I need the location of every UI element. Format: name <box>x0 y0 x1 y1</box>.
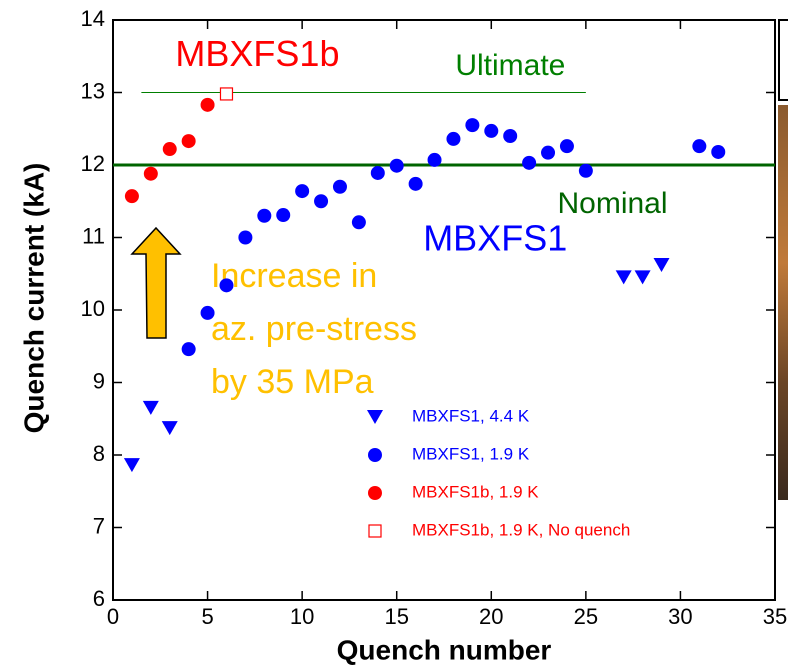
y-tick-label: 8 <box>93 441 105 466</box>
point <box>368 486 382 500</box>
legend-label: MBXFS1b, 1.9 K, No quench <box>412 520 630 539</box>
point <box>220 88 232 100</box>
point <box>503 129 517 143</box>
point <box>369 525 381 537</box>
point <box>371 166 385 180</box>
reference-label: Ultimate <box>455 49 565 82</box>
x-axis-label: Quench number <box>337 634 552 665</box>
point <box>295 184 309 198</box>
point <box>238 231 252 245</box>
point <box>446 132 460 146</box>
arrow <box>132 228 180 338</box>
chart: Quench current (kA) Quench number 0 5 10 15… <box>0 0 788 670</box>
x-tick-label: 35 <box>763 604 787 629</box>
point <box>257 209 271 223</box>
y-tick-label: 9 <box>93 368 105 393</box>
point <box>541 146 555 160</box>
point <box>367 410 383 424</box>
point <box>182 134 196 148</box>
point <box>635 270 651 284</box>
y-axis-label: Quench current (kA) <box>18 163 49 434</box>
point <box>711 145 725 159</box>
point <box>333 180 347 194</box>
inset-box <box>779 20 788 100</box>
point <box>143 401 159 415</box>
point <box>484 124 498 138</box>
arrow-note: by 35 MPa <box>211 363 374 401</box>
x-tick-label: 25 <box>574 604 598 629</box>
point <box>201 306 215 320</box>
x-tick-label: 10 <box>290 604 314 629</box>
legend-label: MBXFS1b, 1.9 K <box>412 482 539 501</box>
y-tick-label: 12 <box>81 151 105 176</box>
legend-label: MBXFS1, 1.9 K <box>412 444 530 463</box>
annotation: MBXFS1 <box>423 218 567 259</box>
y-tick-label: 14 <box>81 6 105 31</box>
point <box>560 139 574 153</box>
x-tick-label: 15 <box>384 604 408 629</box>
point <box>692 139 706 153</box>
point <box>125 189 139 203</box>
point <box>409 177 423 191</box>
photo <box>778 105 788 500</box>
y-tick-label: 13 <box>81 78 105 103</box>
y-tick-label: 11 <box>82 223 105 248</box>
point <box>579 164 593 178</box>
arrow-note: Increase in <box>211 257 377 295</box>
x-tick-label: 30 <box>668 604 692 629</box>
point <box>522 156 536 170</box>
point <box>201 98 215 112</box>
point <box>654 258 670 272</box>
legend-label: MBXFS1, 4.4 K <box>412 406 530 425</box>
point <box>390 159 404 173</box>
point <box>616 270 632 284</box>
point <box>368 448 382 462</box>
point <box>352 215 366 229</box>
x-tick-label: 5 <box>201 604 213 629</box>
point <box>144 167 158 181</box>
point <box>162 421 178 435</box>
point <box>182 342 196 356</box>
page: Quench current (kA) Quench number 0 5 10 15… <box>0 0 788 670</box>
point <box>163 142 177 156</box>
x-tick-label: 0 <box>107 604 119 629</box>
reference-label: Nominal <box>557 187 667 220</box>
point <box>428 153 442 167</box>
annotation: MBXFS1b <box>175 33 339 74</box>
y-tick-label: 7 <box>93 513 105 538</box>
y-tick-label: 10 <box>81 296 105 321</box>
x-tick-label: 20 <box>479 604 503 629</box>
point <box>465 118 479 132</box>
y-tick-label: 6 <box>93 586 105 611</box>
point <box>219 278 233 292</box>
point <box>124 458 140 472</box>
point <box>314 194 328 208</box>
point <box>276 208 290 222</box>
arrow-note: az. pre-stress <box>211 310 417 348</box>
